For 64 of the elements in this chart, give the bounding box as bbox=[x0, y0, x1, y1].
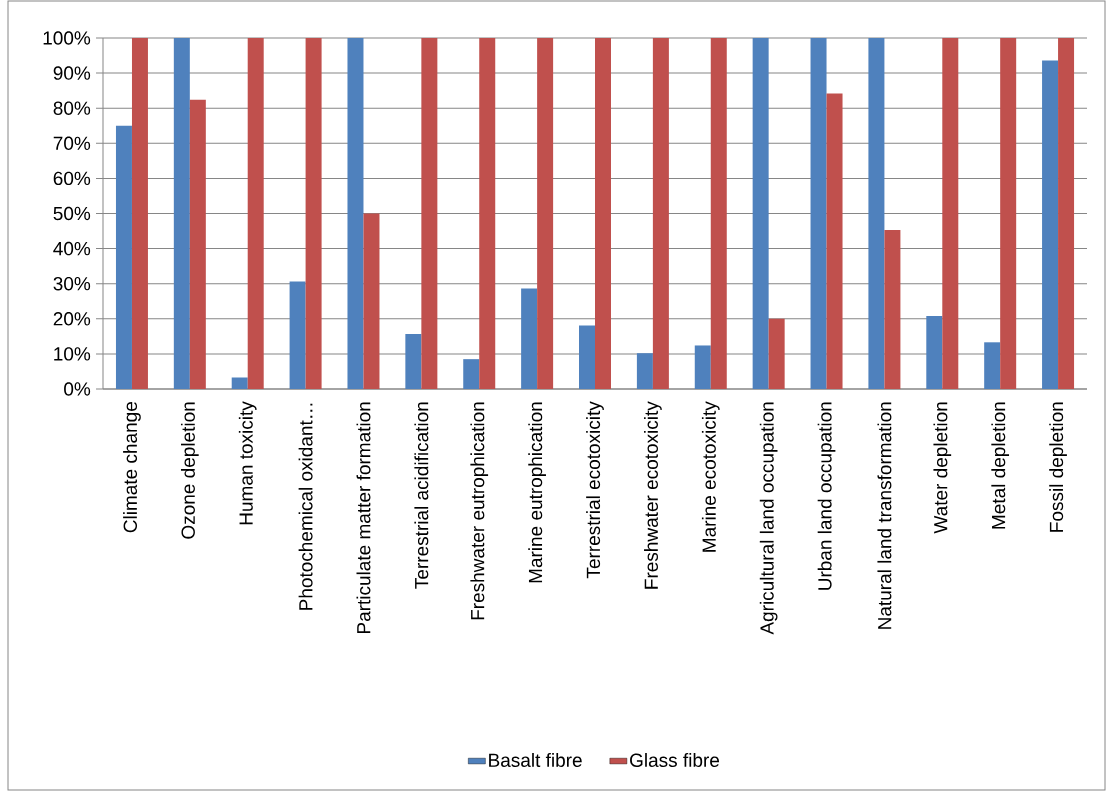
y-tick-label: 0% bbox=[64, 382, 91, 396]
bar bbox=[579, 325, 595, 389]
y-tick-label: 10% bbox=[54, 347, 91, 361]
y-tick-label: 100% bbox=[43, 31, 91, 45]
x-tick-label: Natural land transformation bbox=[877, 402, 892, 629]
legend-label: Glass fibre bbox=[630, 753, 720, 767]
y-tick-label: 20% bbox=[53, 312, 91, 326]
y-tick-label: 70% bbox=[53, 136, 91, 151]
y-tick-label: 60% bbox=[53, 171, 91, 186]
bar bbox=[405, 333, 422, 389]
bar bbox=[752, 37, 769, 389]
x-tick-label: Marine ecotoxicity bbox=[701, 401, 720, 552]
x-tick-label: Terrestrial acidification bbox=[414, 402, 429, 589]
bar bbox=[131, 37, 148, 389]
x-tick-label: Climate change bbox=[123, 402, 141, 533]
bar bbox=[1042, 60, 1059, 389]
x-tick-label: Agricultural land occupation bbox=[759, 402, 778, 635]
bar bbox=[926, 315, 943, 389]
bar bbox=[521, 288, 538, 389]
bar bbox=[694, 345, 711, 389]
x-tick-label: Metal depletion bbox=[991, 402, 1010, 529]
bar bbox=[347, 37, 364, 389]
bar bbox=[305, 37, 322, 389]
bar bbox=[231, 377, 248, 389]
bar bbox=[173, 37, 190, 389]
x-tick-label: Fossil depletion bbox=[1049, 402, 1067, 532]
bar bbox=[710, 37, 727, 389]
y-tick-label: 80% bbox=[53, 101, 91, 115]
bar bbox=[595, 37, 611, 389]
y-tick-label: 40% bbox=[53, 241, 91, 256]
bar bbox=[942, 37, 959, 389]
bar bbox=[1000, 37, 1017, 389]
bar bbox=[363, 213, 380, 389]
bar bbox=[421, 37, 438, 389]
x-tick-label: Particulate matter formation bbox=[356, 402, 371, 634]
bar bbox=[247, 37, 264, 389]
bar bbox=[768, 318, 785, 389]
bar bbox=[636, 353, 653, 389]
bar bbox=[984, 342, 1001, 389]
y-tick-label: 90% bbox=[53, 66, 91, 80]
bar bbox=[652, 37, 669, 389]
legend-label: Basalt fibre bbox=[489, 753, 582, 767]
x-tick-label: Ozone depletion bbox=[180, 402, 199, 539]
bar bbox=[115, 125, 132, 389]
x-tick-label: Photochemical oxidant… bbox=[298, 403, 313, 610]
bar bbox=[289, 281, 306, 389]
bar bbox=[868, 37, 885, 389]
bar bbox=[826, 93, 843, 389]
x-tick-label: Marine eutrophication bbox=[528, 402, 546, 583]
x-tick-label: Freshwater ecotoxicity bbox=[644, 401, 662, 589]
x-tick-label: Water depletion bbox=[933, 402, 952, 534]
bar bbox=[1058, 37, 1075, 389]
x-tick-label: Terrestrial ecotoxicity bbox=[586, 401, 604, 579]
bar bbox=[884, 229, 901, 389]
bar bbox=[537, 37, 554, 389]
bar bbox=[810, 37, 827, 389]
bar bbox=[479, 37, 496, 389]
bar bbox=[189, 99, 206, 389]
x-tick-label: Human toxicity bbox=[238, 401, 257, 525]
y-tick-label: 50% bbox=[53, 206, 91, 221]
x-tick-label: Freshwater eutrophication bbox=[470, 402, 489, 620]
y-tick-label: 30% bbox=[53, 276, 91, 291]
x-tick-label: Urban land occupation bbox=[817, 402, 836, 590]
bar bbox=[463, 359, 480, 389]
